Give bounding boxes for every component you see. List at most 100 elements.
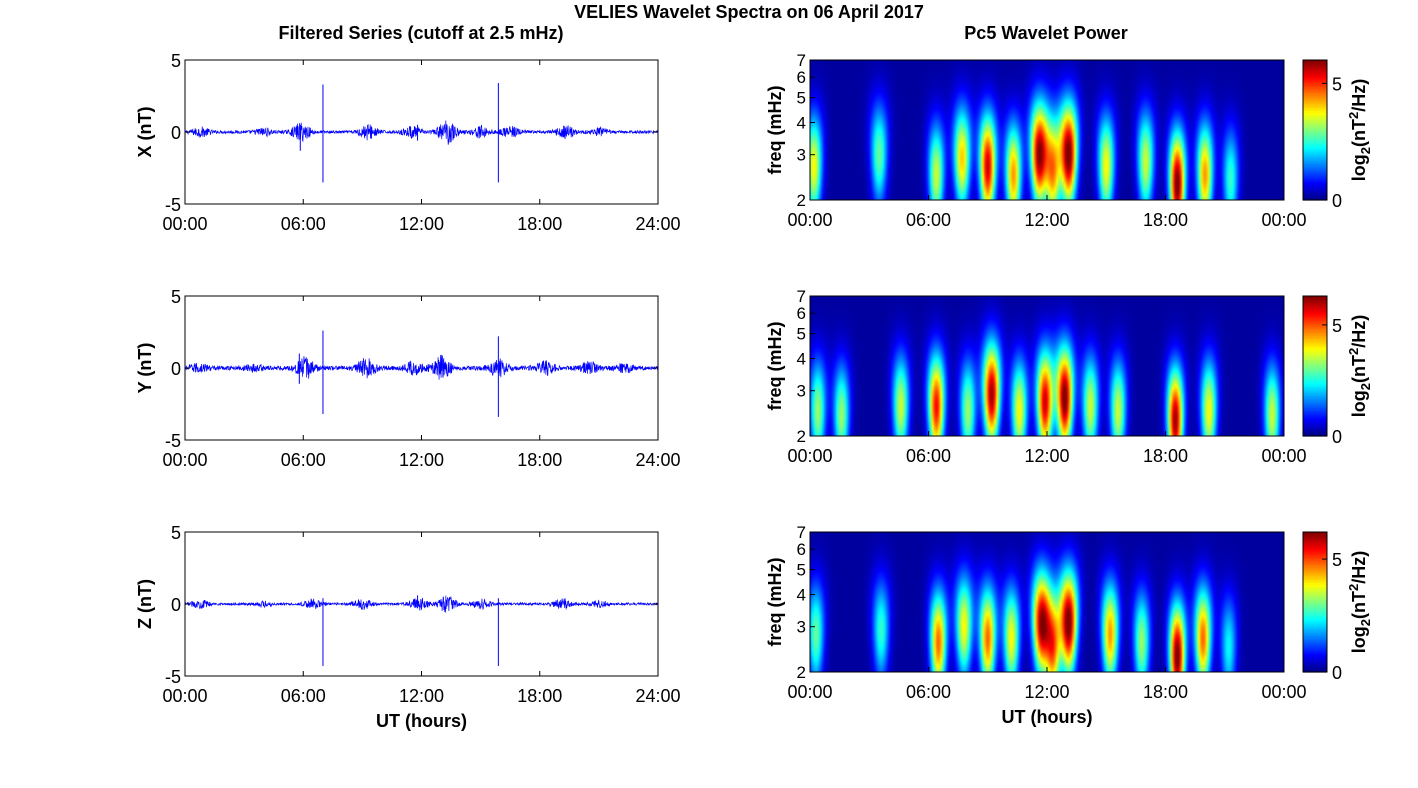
colorbar-step <box>1303 154 1327 157</box>
colorbar-step <box>1303 394 1327 398</box>
colorbar-step <box>1303 643 1327 647</box>
colorbar-step <box>1303 612 1327 616</box>
colorbar-step <box>1303 145 1327 149</box>
x-tick-label: 12:00 <box>399 214 444 234</box>
colorbar-step <box>1303 634 1327 638</box>
wavelet-power-map <box>810 60 1284 200</box>
colorbar-step <box>1303 593 1327 597</box>
colorbar-step <box>1303 405 1327 409</box>
left-column-title: Filtered Series (cutoff at 2.5 mHz) <box>278 23 563 43</box>
colorbar-step <box>1303 103 1327 107</box>
x-tick-label: 00:00 <box>1261 210 1306 230</box>
colorbar-step <box>1303 602 1327 605</box>
colorbar-step <box>1303 398 1327 402</box>
colorbar-step <box>1303 556 1327 559</box>
y-tick-label: 2 <box>797 427 806 446</box>
line-panel-z: 5 0 -500:00 06:00 12:00 18:00 24:00 Z (nT) UT (h… <box>135 523 681 731</box>
colorbar-step <box>1303 582 1327 586</box>
colorbar-tick-label: 0 <box>1332 663 1342 683</box>
colorbar-step <box>1303 328 1327 332</box>
colorbar-step <box>1303 127 1327 131</box>
colorbar-step <box>1303 368 1327 371</box>
colorbar-step <box>1303 599 1327 603</box>
x-tick-label: 18:00 <box>1143 210 1188 230</box>
colorbar-step <box>1303 654 1327 658</box>
colorbar-step <box>1303 604 1327 607</box>
x-tick-label: 18:00 <box>517 686 562 706</box>
colorbar-step <box>1303 119 1327 122</box>
y-tick-label: 4 <box>797 114 806 133</box>
y-axis-label: freq (mHz) <box>765 85 785 174</box>
colorbar-step <box>1303 121 1327 125</box>
x-tick-label: 06:00 <box>281 214 326 234</box>
colorbar-step <box>1303 184 1327 188</box>
colorbar-step <box>1303 652 1327 656</box>
colorbar-tick-label: 0 <box>1332 191 1342 211</box>
colorbar-label: log2(nT2/Hz) <box>1346 315 1373 417</box>
colorbar-step <box>1303 542 1327 546</box>
colorbar-step <box>1303 162 1327 166</box>
colorbar-step <box>1303 197 1327 201</box>
y-axis-label: Y (nT) <box>135 343 155 394</box>
y-tick-label: 5 <box>171 51 181 71</box>
colorbar-step <box>1303 558 1327 562</box>
y-tick-label: 3 <box>797 618 806 637</box>
colorbar-step <box>1303 595 1327 599</box>
colorbar-step <box>1303 431 1327 435</box>
colorbar-step <box>1303 553 1327 557</box>
trace-line-y <box>184 354 659 380</box>
colorbar-step <box>1303 160 1327 164</box>
line-panel-x: 5 0 -500:00 06:00 12:00 18:00 24:00 X (nT) <box>135 51 681 234</box>
x-tick-label: 00:00 <box>787 210 832 230</box>
colorbar-step <box>1303 536 1327 540</box>
colorbar-step <box>1303 173 1327 177</box>
colorbar-step <box>1303 339 1327 343</box>
colorbar-step <box>1303 344 1327 347</box>
y-axis-label: freq (mHz) <box>765 321 785 410</box>
y-tick-label: -5 <box>165 195 181 215</box>
colorbar-step <box>1303 385 1327 389</box>
y-tick-label: 4 <box>797 586 806 605</box>
colorbar-step <box>1303 630 1327 634</box>
x-tick-label: 06:00 <box>906 446 951 466</box>
x-tick-label: 06:00 <box>906 682 951 702</box>
y-tick-label: 6 <box>797 304 806 323</box>
colorbar-step <box>1303 580 1327 583</box>
y-tick-label: 0 <box>171 359 181 379</box>
colorbar-step <box>1303 320 1327 323</box>
colorbar-step <box>1303 608 1327 612</box>
colorbar-step <box>1303 108 1327 111</box>
colorbar-step <box>1303 101 1327 105</box>
y-tick-label: 5 <box>171 287 181 307</box>
colorbar-step <box>1303 363 1327 367</box>
colorbar-step <box>1303 549 1327 553</box>
x-tick-label: 24:00 <box>635 450 680 470</box>
wavelet-power-map <box>810 532 1284 672</box>
colorbar-step <box>1303 350 1327 354</box>
colorbar-step <box>1303 337 1327 341</box>
colorbar-step <box>1303 326 1327 330</box>
x-tick-label: 24:00 <box>635 214 680 234</box>
colorbar-step <box>1303 632 1327 636</box>
colorbar-step <box>1303 567 1327 570</box>
y-tick-label: 3 <box>797 146 806 165</box>
x-tick-label: 18:00 <box>1143 446 1188 466</box>
colorbar-label: log2(nT2/Hz) <box>1346 551 1373 653</box>
colorbar-step <box>1303 341 1327 345</box>
colorbar-step <box>1303 374 1327 378</box>
colorbar-step <box>1303 317 1327 321</box>
colorbar-step <box>1303 401 1327 404</box>
colorbar-step <box>1303 333 1327 336</box>
colorbar-step <box>1303 387 1327 391</box>
colorbar-step <box>1303 571 1327 575</box>
colorbar-step <box>1303 366 1327 369</box>
colorbar-step <box>1303 639 1327 642</box>
colorbar-step <box>1303 357 1327 361</box>
colorbar-step <box>1303 562 1327 566</box>
x-axis-label: UT (hours) <box>376 711 467 731</box>
y-tick-label: 7 <box>797 51 806 70</box>
colorbar-step <box>1303 169 1327 173</box>
colorbar-step <box>1303 575 1327 579</box>
